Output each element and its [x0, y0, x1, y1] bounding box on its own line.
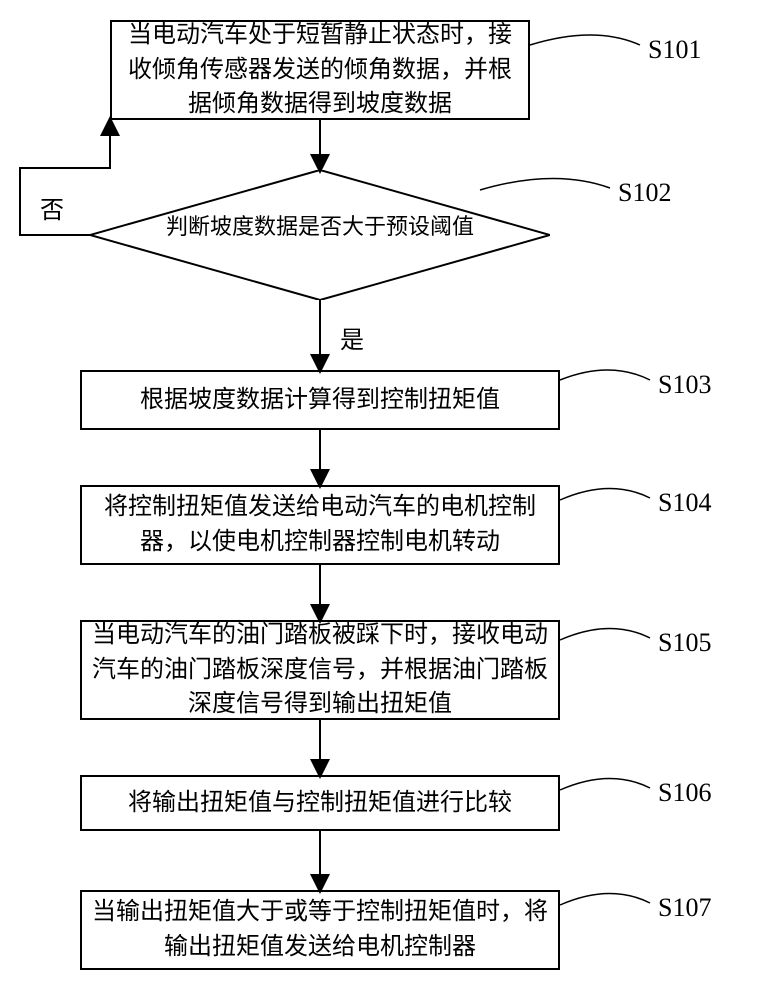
- flowchart-canvas: 当电动汽车处于短暂静止状态时，接收倾角传感器发送的倾角数据，并根据倾角数据得到坡…: [0, 0, 763, 1000]
- step-label-s105-text: S105: [658, 628, 711, 657]
- node-s104: 将控制扭矩值发送给电动汽车的电机控制器，以使电机控制器控制电机转动: [80, 485, 560, 565]
- step-label-s101: S101: [648, 35, 701, 65]
- node-s104-text: 将控制扭矩值发送给电动汽车的电机控制器，以使电机控制器控制电机转动: [92, 490, 548, 560]
- edge-label-yes-text: 是: [340, 328, 364, 354]
- node-s103: 根据坡度数据计算得到控制扭矩值: [80, 370, 560, 430]
- step-label-s101-text: S101: [648, 35, 701, 64]
- node-s107: 当输出扭矩值大于或等于控制扭矩值时，将输出扭矩值发送给电机控制器: [80, 890, 560, 970]
- edge-label-no: 否: [40, 190, 64, 225]
- step-label-s104: S104: [658, 488, 711, 518]
- node-s101-text: 当电动汽车处于短暂静止状态时，接收倾角传感器发送的倾角数据，并根据倾角数据得到坡…: [122, 18, 518, 122]
- edge-label-no-text: 否: [40, 198, 64, 224]
- node-s105-text: 当电动汽车的油门踏板被踩下时，接收电动汽车的油门踏板深度信号，并根据油门踏板深度…: [92, 618, 548, 722]
- node-s106: 将输出扭矩值与控制扭矩值进行比较: [80, 775, 560, 831]
- node-s103-text: 根据坡度数据计算得到控制扭矩值: [140, 383, 500, 418]
- node-s102-text: 判断坡度数据是否大于预设阈值: [166, 214, 474, 239]
- step-label-s106-text: S106: [658, 778, 711, 807]
- node-s107-text: 当输出扭矩值大于或等于控制扭矩值时，将输出扭矩值发送给电机控制器: [92, 895, 548, 965]
- step-label-s107: S107: [658, 893, 711, 923]
- node-s102-text-wrap: 判断坡度数据是否大于预设阈值: [160, 212, 480, 243]
- step-label-s103: S103: [658, 370, 711, 400]
- edge-label-yes: 是: [340, 320, 364, 355]
- node-s105: 当电动汽车的油门踏板被踩下时，接收电动汽车的油门踏板深度信号，并根据油门踏板深度…: [80, 620, 560, 720]
- node-s101: 当电动汽车处于短暂静止状态时，接收倾角传感器发送的倾角数据，并根据倾角数据得到坡…: [110, 20, 530, 120]
- step-label-s104-text: S104: [658, 488, 711, 517]
- step-label-s107-text: S107: [658, 893, 711, 922]
- node-s106-text: 将输出扭矩值与控制扭矩值进行比较: [128, 786, 512, 821]
- step-label-s103-text: S103: [658, 370, 711, 399]
- step-label-s102: S102: [618, 178, 671, 208]
- step-label-s106: S106: [658, 778, 711, 808]
- step-label-s102-text: S102: [618, 178, 671, 207]
- step-label-s105: S105: [658, 628, 711, 658]
